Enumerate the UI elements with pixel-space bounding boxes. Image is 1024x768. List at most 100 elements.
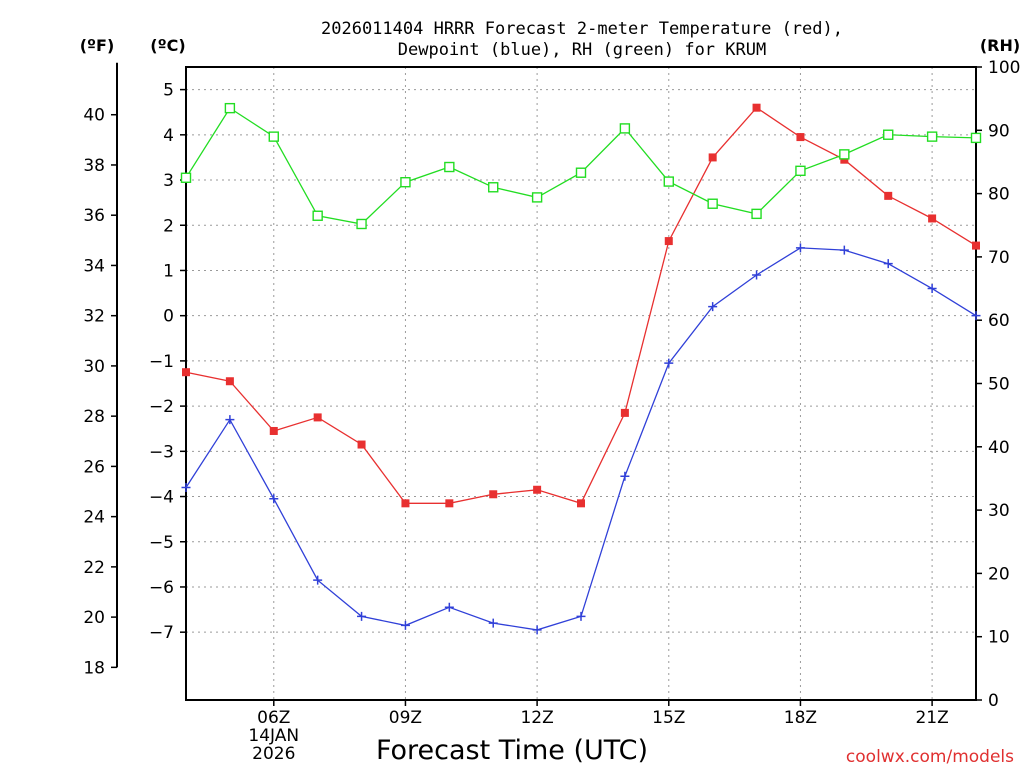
time-tick-label: 09Z (389, 708, 422, 728)
dewpoint-point (532, 625, 542, 635)
rh-point (575, 167, 587, 178)
celsius-tick-label: 2 (163, 216, 174, 236)
dewpoint-series (181, 243, 981, 635)
temperature-series (182, 103, 980, 508)
celsius-tick-label: −7 (149, 623, 174, 643)
temperature-point (796, 133, 805, 142)
rh-tick-label: 80 (988, 185, 1010, 205)
rh-point (444, 161, 455, 173)
credit-text: coolwx.com/models (846, 747, 1014, 767)
data-series (180, 102, 982, 635)
celsius-unit-label: (ºC) (150, 36, 185, 55)
rh-point (663, 176, 674, 187)
time-tick-label: 06Z (257, 708, 290, 728)
temperature-point (752, 103, 761, 112)
fahrenheit-tick-label: 18 (83, 658, 105, 678)
temperature-point (708, 153, 717, 162)
dewpoint-point (400, 620, 410, 630)
rh-point (970, 132, 982, 144)
dewpoint-point (488, 618, 498, 628)
rh-point (926, 131, 938, 142)
temperature-point (182, 368, 190, 377)
rh-point (224, 102, 236, 114)
rh-point (531, 192, 543, 203)
temperature-point (928, 214, 937, 223)
temperature-point (620, 408, 629, 417)
dewpoint-point (225, 415, 235, 425)
celsius-tick-label: 5 (163, 81, 174, 101)
time-tick-label: 18Z (784, 708, 817, 728)
temperature-point (664, 237, 673, 246)
fahrenheit-tick-label: 32 (83, 307, 105, 327)
rh-point (268, 131, 279, 142)
rh-unit-label: (RH) (980, 36, 1020, 55)
rh-point (707, 198, 718, 209)
rh-point (883, 129, 894, 140)
fahrenheit-tick-label: 30 (83, 357, 105, 377)
celsius-tick-label: −2 (149, 397, 174, 417)
dewpoint-point (927, 284, 937, 294)
rh-tick-label: 70 (988, 248, 1010, 268)
rh-tick-label: 90 (988, 121, 1010, 141)
celsius-tick-label: −1 (149, 352, 174, 372)
rh-tick-label: 40 (988, 438, 1010, 458)
rh-tick-label: 60 (988, 311, 1010, 331)
rh-tick-label: 0 (988, 691, 999, 711)
x-axis-label: Forecast Time (UTC) (376, 735, 648, 766)
fahrenheit-tick-label: 40 (83, 106, 105, 126)
rh-tick-label: 20 (988, 564, 1010, 584)
rh-point (488, 182, 499, 193)
dewpoint-point (444, 602, 454, 612)
chart-title-line2: Dewpoint (blue), RH (green) for KRUM (398, 40, 766, 60)
dewpoint-point (269, 494, 279, 504)
rh-point (400, 177, 411, 188)
celsius-tick-label: −6 (149, 578, 174, 598)
dewpoint-point (576, 611, 586, 621)
rh-tick-label: 30 (988, 501, 1010, 521)
rh-point (839, 149, 850, 160)
rh-tick-label: 10 (988, 628, 1010, 648)
celsius-tick-label: −3 (149, 442, 174, 462)
rh-point (795, 165, 806, 177)
chart-title-line1: 2026011404 HRRR Forecast 2-meter Tempera… (321, 19, 843, 39)
rh-series (180, 102, 982, 230)
rh-tick-label: 100 (988, 58, 1020, 78)
celsius-tick-label: −4 (149, 488, 174, 508)
rh-point (312, 210, 323, 221)
dewpoint-point (313, 575, 323, 585)
dewpoint-point (752, 270, 762, 280)
fahrenheit-tick-label: 24 (83, 508, 105, 528)
dewpoint-point (357, 611, 367, 621)
fahrenheit-unit-label: (ºF) (80, 36, 115, 55)
temperature-point (840, 155, 849, 164)
celsius-tick-label: −5 (149, 533, 174, 553)
dewpoint-point (795, 243, 805, 253)
fahrenheit-tick-label: 38 (83, 156, 105, 176)
year-label: 2026 (252, 744, 295, 764)
fahrenheit-tick-label: 20 (83, 608, 105, 628)
temperature-point (577, 499, 585, 508)
temperature-point (445, 499, 454, 508)
temperature-point (357, 440, 366, 449)
fahrenheit-tick-label: 36 (83, 206, 105, 226)
date-label: 14JAN (248, 726, 299, 746)
time-tick-label: 12Z (520, 708, 553, 728)
time-tick-label: 15Z (652, 708, 685, 728)
dewpoint-point (620, 471, 630, 481)
rh-tick-label: 50 (988, 375, 1010, 395)
dewpoint-point (971, 311, 981, 321)
temperature-point (972, 241, 980, 250)
fahrenheit-tick-label: 26 (83, 457, 105, 477)
temperature-point (401, 499, 410, 508)
temperature-point (884, 191, 893, 200)
rh-point (751, 208, 762, 220)
fahrenheit-tick-label: 34 (83, 256, 105, 276)
dewpoint-point (181, 482, 191, 492)
temperature-point (313, 413, 322, 422)
temperature-point (533, 485, 542, 494)
fahrenheit-tick-label: 22 (83, 558, 105, 578)
axes: 182022242628303234363840−7−6−5−4−3−2−101… (83, 58, 1020, 711)
temperature-point (489, 490, 498, 499)
